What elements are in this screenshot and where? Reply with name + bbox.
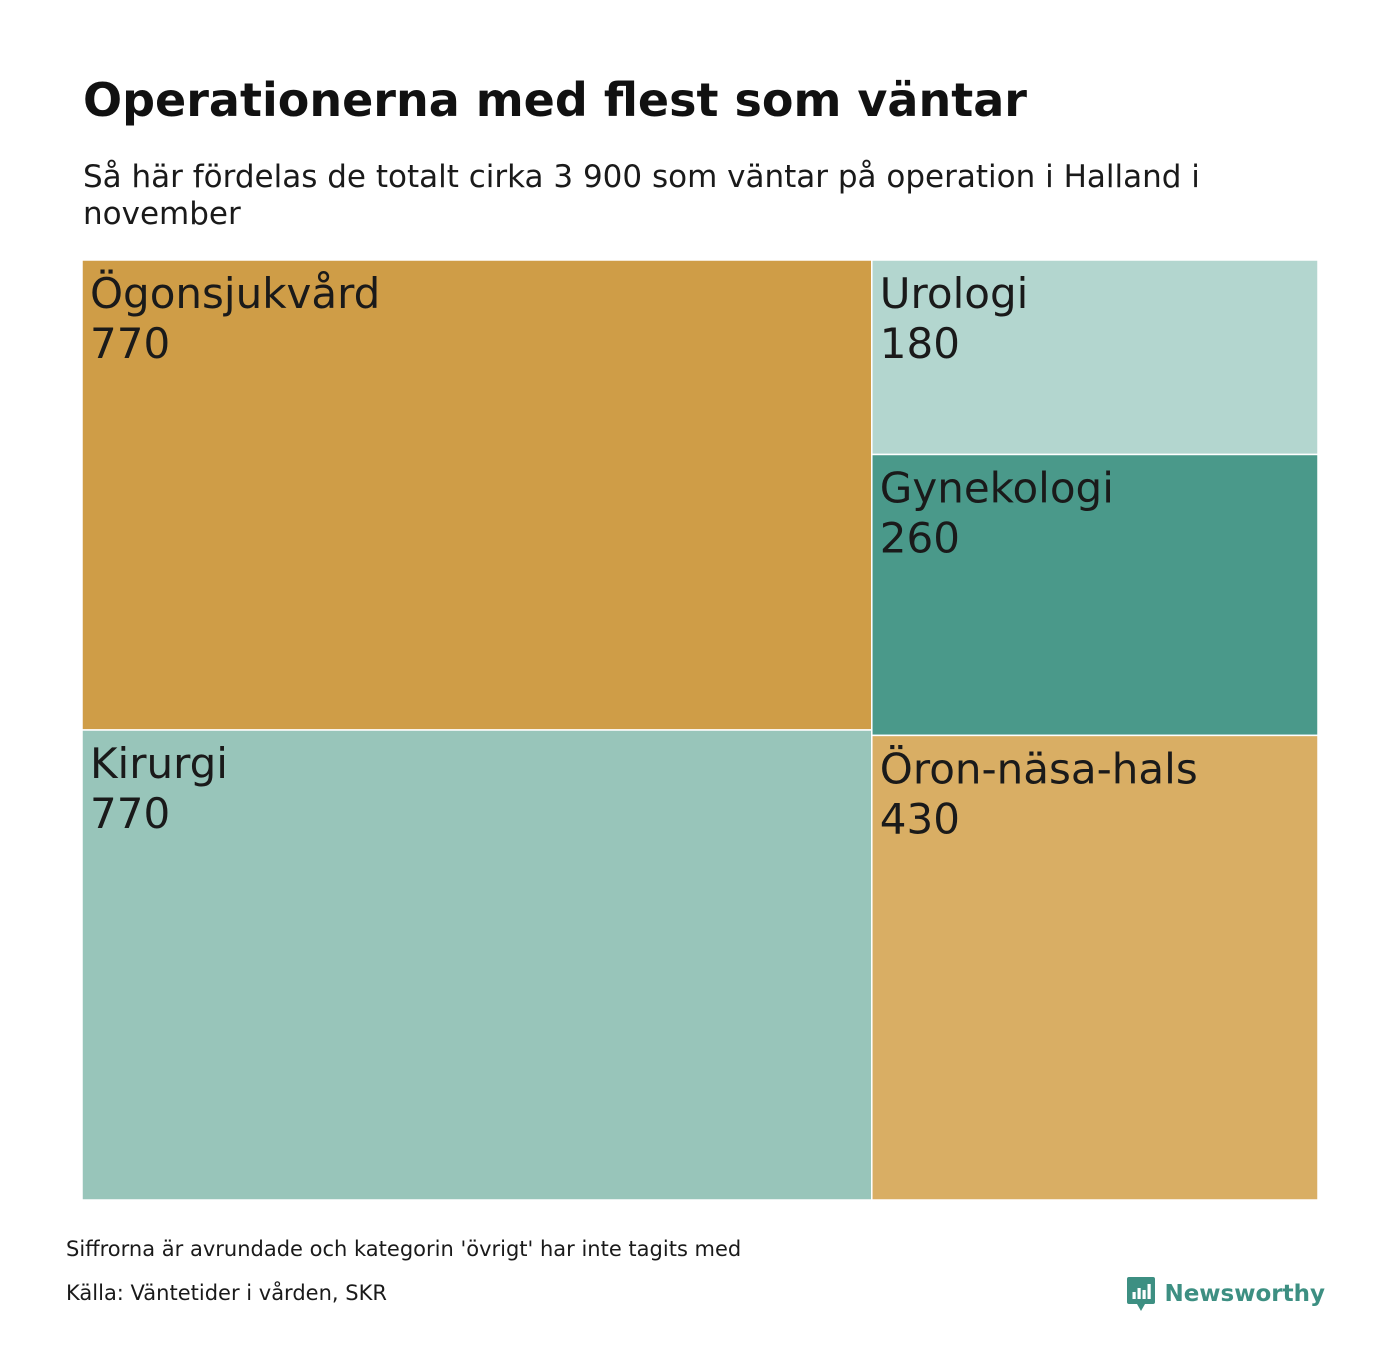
category-label: Urologi [880,269,1028,318]
category-label: Kirurgi [90,739,228,788]
treemap-rect-gynekologi [871,453,1318,737]
value-label: 770 [90,319,170,368]
treemap-chart: Ögonsjukvård 770 Kirurgi 770 Urologi 180 Gynek… [82,260,1318,1200]
chart-title: Operationerna med flest som väntar [83,73,1027,127]
value-label: 180 [880,319,960,368]
category-label: Gynekologi [880,463,1114,512]
footnote: Siffrorna är avrundade och kategorin 'öv… [66,1237,742,1261]
source-note: Källa: Väntetider i vården, SKR [66,1281,387,1305]
treemap-rect-ogonsjukvard [82,260,873,731]
treemap-rect-oron-nasa-hals [871,734,1318,1200]
treemap-rect-kirurgi [82,729,873,1200]
category-label: Ögonsjukvård [90,268,380,318]
brand: Newsworthy [1126,1274,1325,1314]
value-label: 430 [880,794,960,843]
value-label: 770 [90,789,170,838]
brand-name: Newsworthy [1164,1281,1325,1307]
value-label: 260 [880,513,960,562]
treemap-rect-urologi [871,260,1318,456]
treemap-svg: Ögonsjukvård770Kirurgi770Urologi180Gynek… [82,260,1318,1200]
newsworthy-logo-icon [1127,1277,1156,1311]
chart-subtitle: Så här fördelas de totalt cirka 3 900 so… [83,159,1200,232]
category-label: Öron-näsa-hals [880,743,1198,793]
